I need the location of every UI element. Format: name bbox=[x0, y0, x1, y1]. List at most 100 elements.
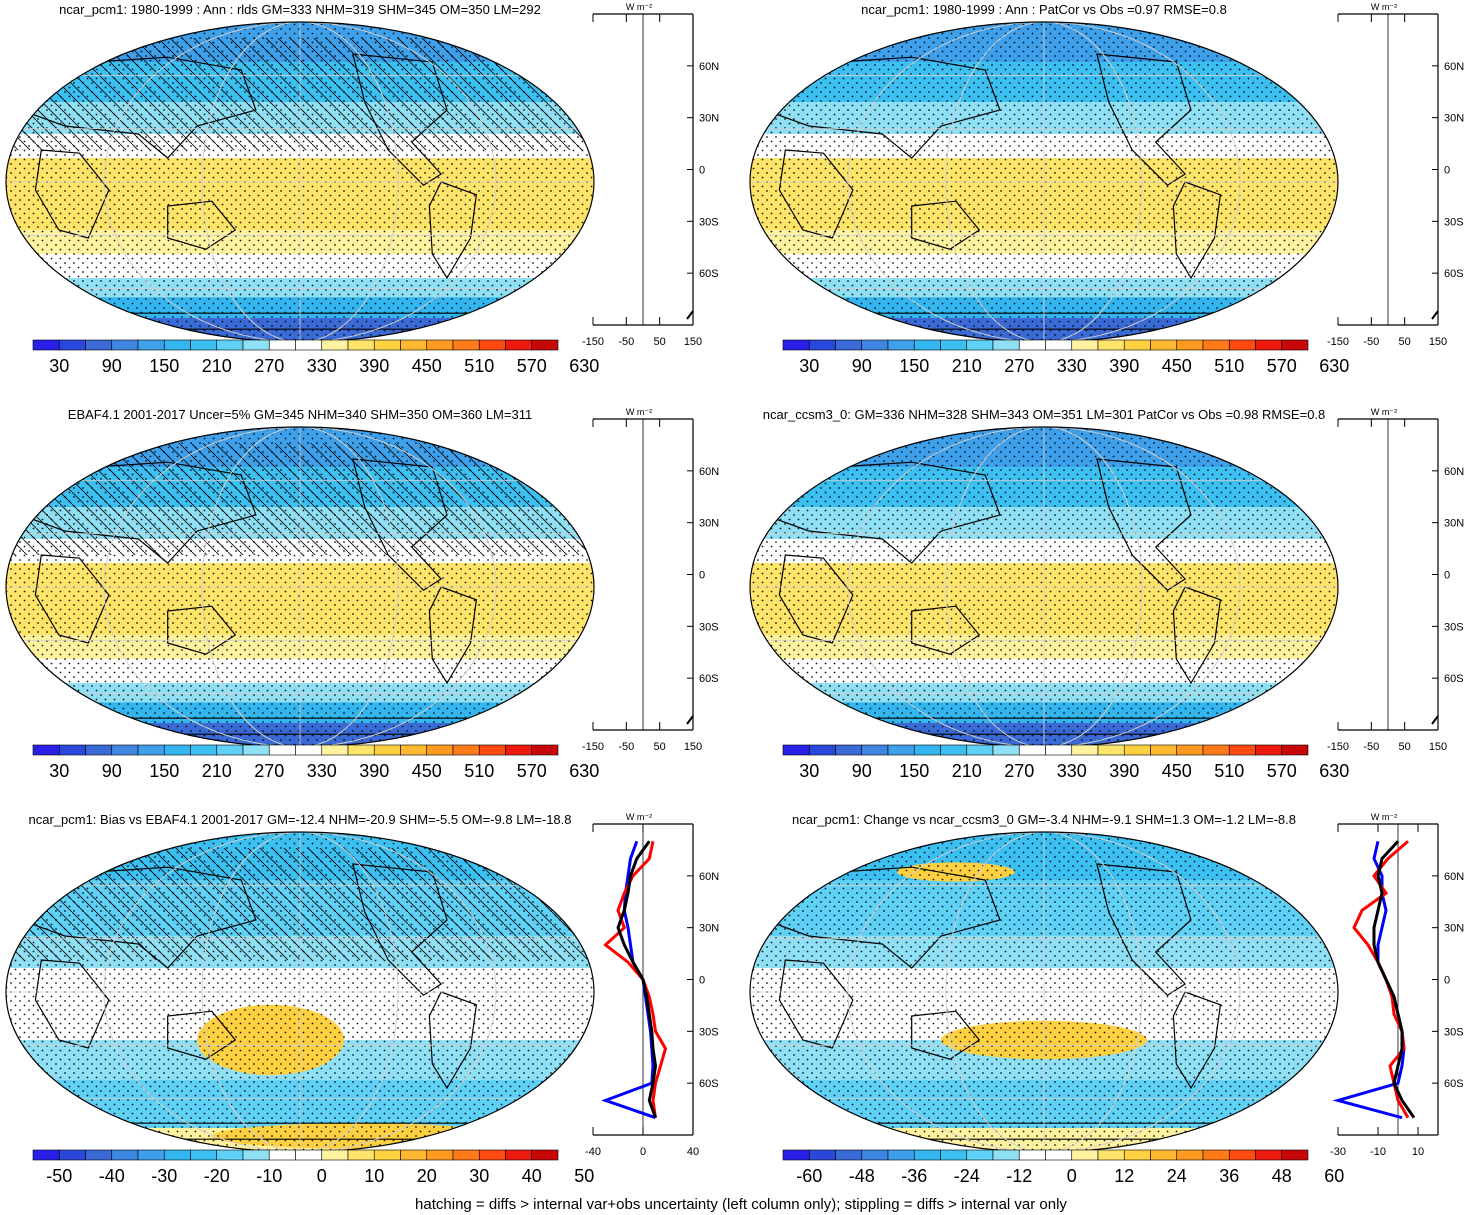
colorbar-label: 30 bbox=[799, 761, 819, 781]
colorbar-box bbox=[85, 339, 113, 351]
colorbar-box bbox=[452, 744, 480, 756]
colorbar-label: 450 bbox=[1162, 356, 1192, 376]
colorbar-box bbox=[1228, 744, 1256, 756]
colorbar-box bbox=[966, 1149, 994, 1161]
colorbar-label: 270 bbox=[1004, 356, 1034, 376]
colorbar-label: 10 bbox=[364, 1166, 384, 1186]
zonal-tick-label: 150 bbox=[1429, 336, 1447, 348]
colorbar-label: -40 bbox=[99, 1166, 125, 1186]
colorbar-label: 60 bbox=[1324, 1166, 1344, 1186]
lat-label: 60N bbox=[699, 871, 719, 883]
colorbar-box bbox=[1255, 744, 1283, 756]
zonal-tick-label: -50 bbox=[1363, 741, 1379, 753]
zonal-tick-label: 40 bbox=[687, 1146, 699, 1158]
colorbar-label: 510 bbox=[464, 356, 494, 376]
colorbar-label: -60 bbox=[796, 1166, 822, 1186]
lat-label: 0 bbox=[1444, 570, 1450, 582]
colorbar-label: 210 bbox=[952, 761, 982, 781]
zonal-tick-label: 50 bbox=[654, 741, 666, 753]
colorbar-label: 390 bbox=[359, 761, 389, 781]
colorbar-box bbox=[242, 744, 270, 756]
map bbox=[6, 22, 594, 342]
colorbar-box bbox=[58, 1149, 86, 1161]
colorbar-box bbox=[1018, 1149, 1046, 1161]
lat-label: 60N bbox=[699, 466, 719, 478]
colorbar-box bbox=[268, 1149, 296, 1161]
colorbar-box bbox=[1045, 339, 1073, 351]
colorbar-box bbox=[268, 339, 296, 351]
colorbar-box bbox=[32, 1149, 60, 1161]
colorbar-box bbox=[242, 1149, 270, 1161]
panel-title: ncar_pcm1: Bias vs EBAF4.1 2001-2017 GM=… bbox=[29, 812, 572, 827]
colorbar-box bbox=[242, 339, 270, 351]
panel-title: ncar_pcm1: 1980-1999 : Ann : PatCor vs O… bbox=[861, 2, 1227, 17]
graticule-meridian bbox=[945, 427, 1143, 747]
colorbar-label: 150 bbox=[149, 761, 179, 781]
colorbar-label: 330 bbox=[1057, 761, 1087, 781]
colorbar-box bbox=[966, 339, 994, 351]
colorbar-box bbox=[531, 339, 559, 351]
colorbar-label: 270 bbox=[254, 761, 284, 781]
colorbar-label: -10 bbox=[256, 1166, 282, 1186]
footnote: hatching = diffs > internal var+obs unce… bbox=[415, 1196, 1067, 1213]
colorbar-box bbox=[111, 744, 139, 756]
colorbar-label: 570 bbox=[1267, 761, 1297, 781]
colorbar-box bbox=[347, 744, 375, 756]
colorbar-box bbox=[887, 744, 915, 756]
zonal-tick-label: 50 bbox=[654, 336, 666, 348]
colorbar-label: 330 bbox=[307, 356, 337, 376]
colorbar-label: 570 bbox=[517, 761, 547, 781]
zonal-mean-plot: -150 -50 50 150 60N 30N 0 30S 60S W m⁻² bbox=[1327, 407, 1464, 753]
panel-3: EBAF4.1 2001-2017 Uncer=5% GM=345 NHM=34… bbox=[5, 407, 719, 781]
colorbar-box bbox=[216, 339, 244, 351]
colorbar-label: 0 bbox=[317, 1166, 327, 1186]
graticule-meridian bbox=[847, 427, 1241, 747]
colorbar-box bbox=[452, 1149, 480, 1161]
colorbar-box bbox=[85, 1149, 113, 1161]
colorbar-box bbox=[295, 744, 323, 756]
colorbar-box bbox=[478, 339, 506, 351]
colorbar-box bbox=[861, 744, 889, 756]
colorbar-box bbox=[347, 339, 375, 351]
colorbar-box bbox=[1281, 339, 1309, 351]
panel-1: ncar_pcm1: 1980-1999 : Ann : rlds GM=333… bbox=[5, 2, 719, 376]
graticule-meridian bbox=[201, 22, 399, 342]
lat-label: 60S bbox=[699, 268, 719, 280]
colorbar-box bbox=[32, 339, 60, 351]
colorbar-box bbox=[835, 339, 863, 351]
colorbar-box bbox=[85, 744, 113, 756]
lat-label: 60N bbox=[1444, 466, 1464, 478]
zonal-series-black bbox=[1431, 310, 1439, 320]
lat-label: 30S bbox=[699, 621, 719, 633]
map bbox=[6, 832, 594, 1152]
lat-label: 60S bbox=[699, 1078, 719, 1090]
panel-4: ncar_ccsm3_0: GM=336 NHM=328 SHM=343 OM=… bbox=[749, 407, 1464, 781]
colorbar-box bbox=[808, 744, 836, 756]
colorbar-box bbox=[940, 339, 968, 351]
colorbar-label: 570 bbox=[517, 356, 547, 376]
colorbar-box bbox=[1228, 1149, 1256, 1161]
colorbar-box bbox=[216, 744, 244, 756]
graticule-meridian bbox=[201, 832, 399, 1152]
colorbar-box bbox=[190, 1149, 218, 1161]
lat-label: 60N bbox=[1444, 871, 1464, 883]
colorbar-box bbox=[992, 339, 1020, 351]
colorbar-box bbox=[1097, 744, 1125, 756]
panel-title: ncar_ccsm3_0: GM=336 NHM=328 SHM=343 OM=… bbox=[763, 407, 1326, 422]
colorbar-box bbox=[531, 744, 559, 756]
colorbar-label: 150 bbox=[899, 356, 929, 376]
colorbar-label: 210 bbox=[202, 761, 232, 781]
colorbar-label: 330 bbox=[1057, 356, 1087, 376]
colorbar-label: -24 bbox=[954, 1166, 980, 1186]
zonal-series-black bbox=[1372, 840, 1416, 1119]
colorbar-box bbox=[268, 744, 296, 756]
colorbar-box bbox=[808, 1149, 836, 1161]
zonal-tick-label: 150 bbox=[1429, 741, 1447, 753]
colorbar-box bbox=[295, 1149, 323, 1161]
colorbar-box bbox=[966, 744, 994, 756]
lat-label: 0 bbox=[1444, 165, 1450, 177]
lat-label: 30N bbox=[699, 518, 719, 530]
colorbar-label: 510 bbox=[464, 761, 494, 781]
colorbar-label: 630 bbox=[569, 356, 599, 376]
